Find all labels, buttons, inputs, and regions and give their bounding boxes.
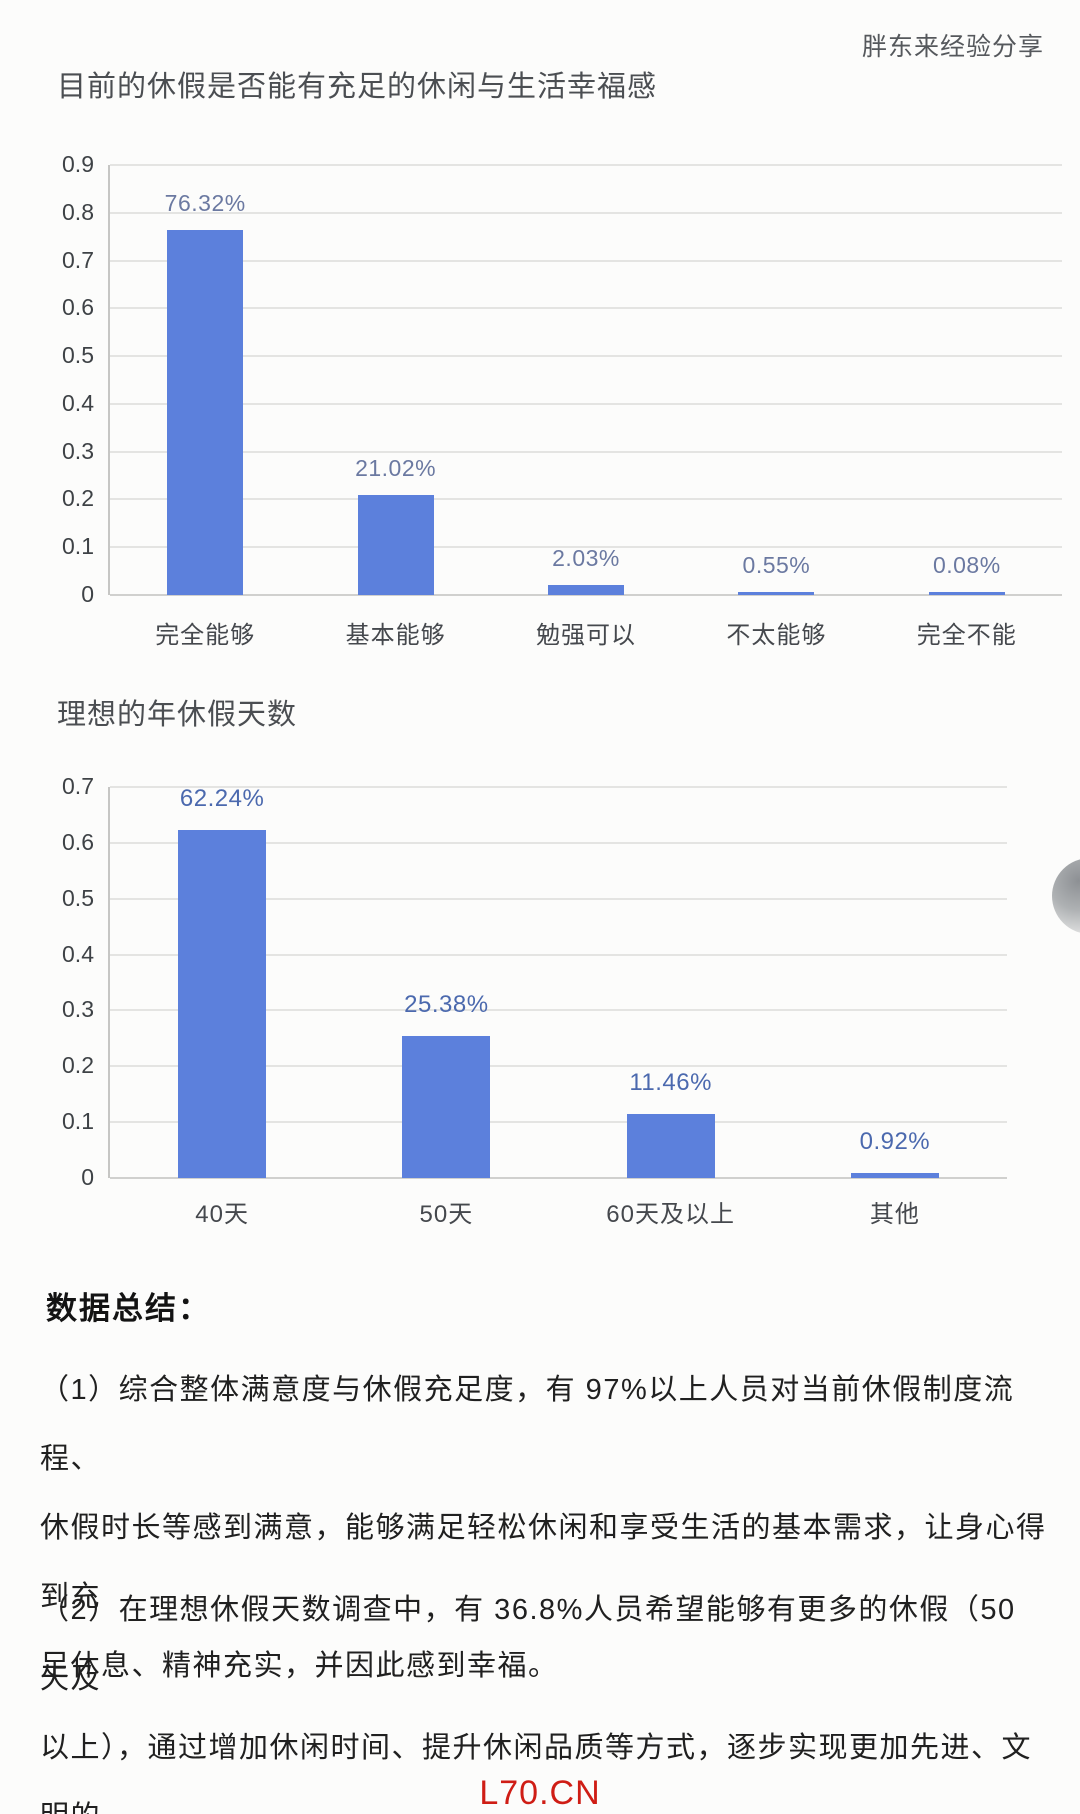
y-tick-label: 0.6 — [62, 828, 94, 855]
y-tick-label: 0.7 — [62, 246, 94, 273]
y-gridline — [110, 211, 1062, 214]
x-tick-label: 其他 — [869, 1201, 920, 1228]
y-gridline — [110, 1121, 1007, 1124]
x-tick-label: 60天及以上 — [606, 1201, 735, 1228]
footer-watermark: L70.CN — [479, 1774, 601, 1812]
y-tick-label: 0.5 — [62, 342, 94, 369]
summary-paragraph-1: （1）综合整体满意度与休假充足度，有 97%以上人员对当前休假制度流程、 休假时长… — [40, 1356, 1052, 1701]
y-gridline — [110, 594, 1062, 596]
bar-value-label: 21.02% — [355, 455, 437, 481]
y-gridline — [110, 953, 1007, 956]
chart1-title: 目前的休假是否能有充足的休闲与生活幸福感 — [57, 71, 658, 103]
bar — [928, 592, 1005, 595]
y-gridline — [110, 546, 1062, 549]
bar — [167, 230, 244, 595]
y-tick-label: 0.4 — [62, 389, 94, 416]
y-tick-label: 0.7 — [62, 773, 94, 799]
paragraph-line: 以上），通过增加休闲时间、提升休闲品质等方式，逐步实现更加先进、文明的 — [40, 1732, 1033, 1814]
summary-paragraph-2: （2）在理想休假天数调查中，有 36.8%人员希望能够有更多的休假（50 天及以… — [40, 1576, 1052, 1814]
y-tick-label: 0.1 — [62, 1108, 94, 1135]
bar — [850, 1173, 939, 1178]
x-tick-label: 完全能够 — [155, 622, 256, 649]
bar-value-label: 0.55% — [742, 552, 811, 578]
y-tick-label: 0.5 — [62, 884, 94, 911]
y-tick-label: 0.2 — [62, 1052, 94, 1079]
y-gridline — [110, 307, 1062, 310]
y-tick-label: 0.3 — [62, 437, 94, 464]
summary-heading: 数据总结： — [46, 1291, 211, 1326]
y-gridline — [110, 1177, 1007, 1179]
bar-value-label: 11.46% — [629, 1069, 712, 1096]
y-tick-label: 0.1 — [62, 533, 94, 560]
y-gridline — [110, 259, 1062, 262]
bar-value-label: 0.92% — [859, 1128, 931, 1155]
paragraph-line: 足休息、精神充实，并因此感到幸福。 — [40, 1650, 559, 1682]
y-tick-label: 0.3 — [62, 996, 94, 1023]
bar — [626, 1114, 715, 1178]
bar — [548, 585, 624, 595]
y-tick-label: 0 — [81, 1164, 94, 1190]
y-tick-label: 0.9 — [62, 151, 94, 177]
y-gridline — [110, 355, 1062, 358]
bar — [178, 830, 267, 1178]
brand-watermark: 胖东来经验分享 — [861, 33, 1044, 61]
x-tick-label: 50天 — [419, 1201, 474, 1228]
x-tick-label: 完全不能 — [916, 622, 1017, 649]
bar-value-label: 25.38% — [404, 991, 489, 1018]
x-tick-label: 不太能够 — [726, 622, 827, 649]
y-gridline — [110, 897, 1007, 900]
y-tick-label: 0.2 — [62, 485, 94, 512]
bar — [402, 1036, 491, 1178]
y-gridline — [110, 841, 1007, 844]
y-gridline — [110, 450, 1062, 453]
bar-value-label: 0.08% — [932, 552, 1001, 578]
y-tick-label: 0.8 — [62, 198, 94, 225]
bar — [357, 495, 434, 595]
bar-chart-vacation-satisfaction: 0.9 0.8 0.7 0.6 0.5 0.4 0.3 0.2 0.1 0 76.32% 完全能够 21… — [62, 151, 1062, 649]
bar-value-label: 62.24% — [179, 785, 265, 812]
y-gridline — [110, 1065, 1007, 1068]
y-gridline — [110, 402, 1062, 405]
bar — [738, 592, 815, 595]
y-tick-label: 0 — [81, 581, 94, 607]
y-tick-label: 0.4 — [62, 940, 94, 967]
y-tick-label: 0.6 — [62, 294, 94, 321]
y-gridline — [110, 498, 1062, 501]
x-tick-label: 40天 — [195, 1201, 249, 1228]
bar-chart-ideal-vacation-days: 0.7 0.6 0.5 0.4 0.3 0.2 0.1 0 62.24% 40天 25.38% 50天… — [62, 773, 1007, 1228]
y-gridline — [110, 1009, 1007, 1012]
paragraph-line: （2）在理想休假天数调查中，有 36.8%人员希望能够有更多的休假（50 天及 — [40, 1594, 1016, 1695]
x-tick-label: 基本能够 — [345, 622, 446, 649]
x-tick-label: 勉强可以 — [536, 622, 636, 649]
y-gridline — [110, 164, 1062, 166]
chart2-title: 理想的年休假天数 — [57, 699, 298, 731]
paragraph-line: 休假时长等感到满意，能够满足轻松休闲和享受生活的基本需求，让身心得到充 — [40, 1512, 1047, 1613]
y-gridline — [110, 786, 1007, 788]
paragraph-line: （1）综合整体满意度与休假充足度，有 97%以上人员对当前休假制度流程、 — [40, 1374, 1015, 1475]
bar-value-label: 76.32% — [164, 190, 246, 216]
photo-fragment-sphere — [1052, 858, 1080, 934]
bar-value-label: 2.03% — [552, 545, 620, 571]
